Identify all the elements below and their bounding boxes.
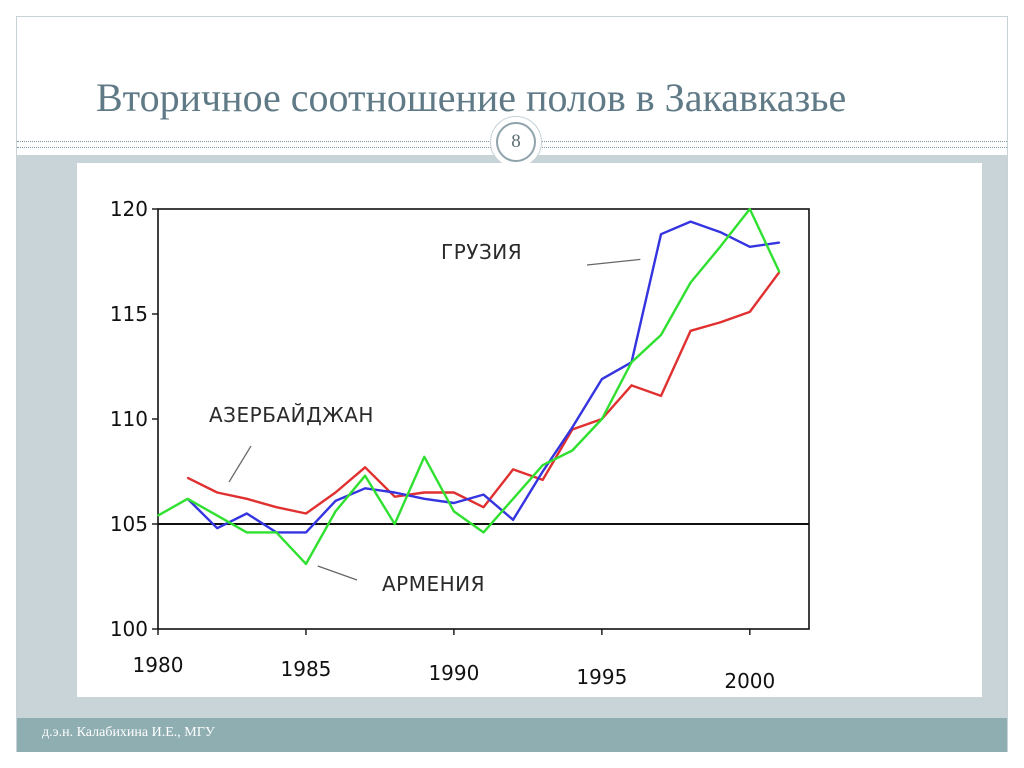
data-point xyxy=(482,506,485,509)
data-point xyxy=(305,512,307,515)
data-point xyxy=(275,506,278,509)
annotation-leader-line xyxy=(586,258,641,266)
series-line-3 xyxy=(157,207,781,566)
slide-title: Вторичное соотношение полов в Закавказье xyxy=(96,75,847,120)
footer-band xyxy=(17,718,1007,752)
x-tick-label: 2000 xyxy=(724,669,775,693)
data-point xyxy=(541,470,544,473)
data-point xyxy=(393,491,396,494)
data-point xyxy=(689,220,692,223)
footer-author: д.э.н. Калабихина И.Е., МГУ xyxy=(42,725,215,740)
data-point xyxy=(364,466,366,469)
page-number-badge: 8 xyxy=(490,116,542,168)
data-point xyxy=(571,449,574,452)
data-point xyxy=(482,531,485,534)
series-line-1 xyxy=(187,271,781,515)
data-point xyxy=(660,334,662,336)
data-point xyxy=(245,531,248,534)
data-point xyxy=(482,493,485,496)
x-tick-label: 1990 xyxy=(428,661,479,685)
data-point xyxy=(334,510,337,513)
y-tick-label: 115 xyxy=(110,302,148,326)
x-tick-label: 1980 xyxy=(133,653,184,677)
annotation-leader-line xyxy=(228,445,252,483)
data-point xyxy=(601,378,603,380)
data-point xyxy=(157,514,159,517)
x-tick-label: 1995 xyxy=(576,665,627,689)
data-point xyxy=(423,498,426,500)
data-point xyxy=(453,510,455,513)
data-point xyxy=(393,523,396,525)
line-chart: 100 105 110 115 120 1980 1985 1990 1995 2000 ГРУЗИ… xyxy=(110,197,810,693)
series-label-2: АЗЕРБАЙДЖАН xyxy=(209,403,374,427)
data-point xyxy=(719,246,722,248)
series-line-2 xyxy=(186,220,780,534)
data-point xyxy=(334,500,337,502)
data-point xyxy=(334,491,337,494)
data-point xyxy=(186,477,189,479)
data-point xyxy=(275,531,278,534)
data-point xyxy=(719,321,722,324)
data-point xyxy=(571,426,574,429)
data-point xyxy=(749,208,751,210)
data-point xyxy=(512,498,514,500)
chart-panel: 100 105 110 115 120 1980 1985 1990 1995 2000 ГРУЗИ… xyxy=(77,163,982,697)
data-point xyxy=(719,231,722,233)
y-tick-label: 105 xyxy=(110,512,148,536)
data-point xyxy=(512,468,514,471)
data-point xyxy=(216,527,218,529)
y-tick-label: 100 xyxy=(110,617,148,641)
x-tick-label: 1985 xyxy=(281,657,332,681)
data-point xyxy=(630,361,633,364)
annotation-leader-line xyxy=(317,565,358,581)
data-point xyxy=(423,456,426,458)
data-point xyxy=(364,474,366,477)
series-label-3: АРМЕНИЯ xyxy=(382,572,485,596)
data-point xyxy=(453,502,455,504)
data-point xyxy=(689,330,692,332)
page-number: 8 xyxy=(496,122,536,162)
data-point xyxy=(749,246,751,248)
y-tick-label: 110 xyxy=(110,407,148,431)
data-point xyxy=(453,491,455,494)
data-point xyxy=(778,271,781,273)
data-point xyxy=(393,495,396,498)
data-point xyxy=(423,491,426,494)
y-tick-label: 120 xyxy=(110,197,148,221)
data-point xyxy=(364,487,366,490)
data-point xyxy=(689,281,692,284)
data-point xyxy=(778,241,781,244)
data-point xyxy=(749,311,751,313)
data-point xyxy=(660,233,662,235)
series-label-1: ГРУЗИЯ xyxy=(441,240,522,264)
data-point xyxy=(512,519,514,521)
data-point xyxy=(660,395,662,397)
data-point xyxy=(216,514,218,517)
data-point xyxy=(630,384,633,387)
data-point xyxy=(541,464,544,467)
data-point xyxy=(601,418,603,420)
data-point xyxy=(305,563,307,565)
data-point xyxy=(216,491,218,494)
data-point xyxy=(186,498,189,500)
data-point xyxy=(245,498,248,500)
data-point xyxy=(541,479,544,481)
data-point xyxy=(305,531,307,534)
data-point xyxy=(245,512,248,515)
